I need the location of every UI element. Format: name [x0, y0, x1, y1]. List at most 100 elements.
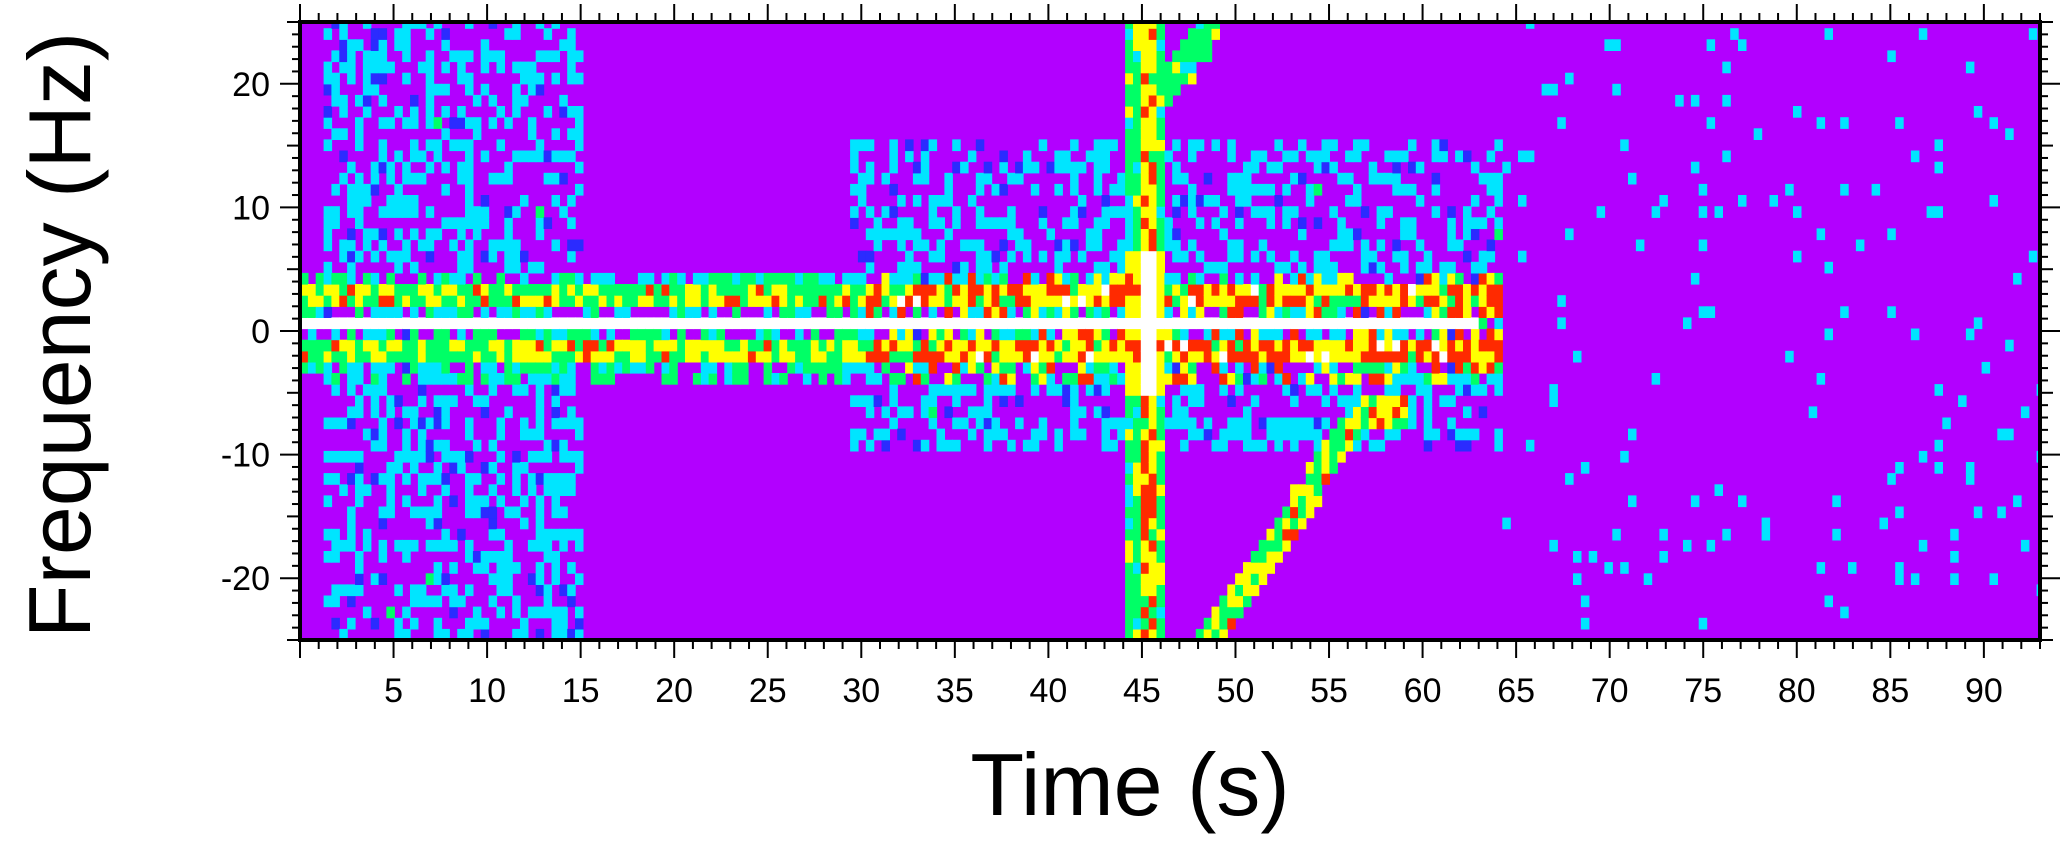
- spectrogram-cell: [496, 551, 505, 563]
- spectrogram-cell: [331, 417, 340, 430]
- spectrogram-cell: [433, 339, 443, 352]
- spectrogram-cell: [1447, 417, 1456, 430]
- spectrogram-cell: [1085, 306, 1095, 318]
- spectrogram-cell: [1195, 272, 1205, 285]
- spectrogram-cell: [520, 150, 529, 163]
- spectrogram-cell: [410, 317, 419, 330]
- spectrogram-cell: [1093, 172, 1103, 185]
- spectrogram-cell: [527, 428, 537, 441]
- spectrogram-cell: [928, 417, 938, 430]
- spectrogram-cell: [433, 617, 443, 630]
- spectrogram-cell: [826, 295, 835, 307]
- spectrogram-cell: [2005, 128, 2014, 140]
- spectrogram-cell: [496, 428, 505, 441]
- spectrogram-cell: [779, 339, 788, 352]
- spectrogram-cell: [1337, 339, 1346, 352]
- spectrogram-cell: [1085, 317, 1095, 330]
- spectrogram-cell: [1337, 373, 1346, 385]
- spectrogram-cell: [1282, 339, 1291, 352]
- spectrogram-cell: [1345, 272, 1354, 285]
- spectrogram-cell: [1463, 206, 1472, 218]
- spectrogram-cell: [795, 306, 804, 318]
- spectrogram-cell: [527, 539, 537, 552]
- spectrogram-cell: [1140, 462, 1150, 474]
- spectrogram-cell: [795, 328, 804, 341]
- spectrogram-cell: [323, 317, 333, 330]
- spectrogram-cell: [999, 261, 1008, 274]
- spectrogram-cell: [1077, 250, 1087, 263]
- spectrogram-cell: [1156, 306, 1165, 318]
- spectrogram-cell: [1030, 284, 1040, 296]
- spectrogram-cell: [740, 361, 749, 374]
- spectrogram-cell: [1313, 306, 1323, 318]
- spectrogram-cell: [1368, 261, 1378, 274]
- spectrogram-cell: [551, 128, 560, 140]
- spectrogram-cell: [551, 406, 560, 419]
- spectrogram-cell: [1117, 428, 1126, 441]
- spectrogram-cell: [1588, 551, 1598, 563]
- spectrogram-cell: [449, 272, 458, 285]
- spectrogram-cell: [1573, 573, 1582, 585]
- spectrogram-cell: [362, 94, 372, 107]
- spectrogram-cell: [402, 161, 411, 174]
- spectrogram-cell: [535, 450, 545, 463]
- spectrogram-cell: [315, 306, 325, 318]
- spectrogram-cell: [347, 284, 356, 296]
- spectrogram-cell: [960, 261, 969, 274]
- spectrogram-cell: [685, 339, 694, 352]
- spectrogram-cell: [1337, 172, 1346, 185]
- spectrogram-cell: [386, 395, 395, 407]
- spectrogram-cell: [614, 284, 623, 296]
- spectrogram-cell: [425, 72, 435, 85]
- spectrogram-cell: [1557, 295, 1566, 307]
- spectrogram-cell: [551, 317, 560, 330]
- spectrogram-cell: [551, 72, 560, 85]
- spectrogram-cell: [488, 462, 498, 474]
- spectrogram-cell: [1093, 161, 1103, 174]
- spectrogram-cell: [457, 317, 466, 330]
- spectrogram-cell: [425, 450, 435, 463]
- spectrogram-cell: [1070, 406, 1079, 419]
- spectrogram-cell: [1470, 384, 1480, 396]
- spectrogram-cell: [1415, 328, 1425, 341]
- spectrogram-cell: [653, 295, 663, 307]
- spectrogram-cell: [700, 361, 710, 374]
- spectrogram-cell: [1077, 406, 1087, 419]
- spectrogram-cell: [1298, 350, 1307, 363]
- spectrogram-cell: [1172, 395, 1181, 407]
- spectrogram-cell: [504, 261, 513, 274]
- spectrogram-cell: [1125, 350, 1134, 363]
- spectrogram-cell: [865, 395, 875, 407]
- spectrogram-cell: [1172, 350, 1181, 363]
- spectrogram-cell: [1345, 417, 1354, 430]
- spectrogram-cell: [1431, 317, 1441, 330]
- spectrogram-cell: [1195, 28, 1205, 40]
- spectrogram-cell: [1156, 94, 1165, 107]
- spectrogram-cell: [865, 373, 875, 385]
- spectrogram-cell: [347, 361, 356, 374]
- spectrogram-cell: [504, 562, 513, 574]
- spectrogram-cell: [520, 339, 529, 352]
- spectrogram-cell: [559, 172, 568, 185]
- spectrogram-cell: [527, 306, 537, 318]
- spectrogram-cell: [1203, 50, 1213, 63]
- spectrogram-cell: [1565, 72, 1574, 85]
- spectrogram-cell: [740, 272, 749, 285]
- spectrogram-cell: [944, 195, 953, 207]
- spectrogram-cell: [1345, 172, 1354, 185]
- spectrogram-cell: [928, 250, 938, 263]
- spectrogram-cell: [857, 195, 867, 207]
- spectrogram-cell: [386, 350, 395, 363]
- spectrogram-cell: [496, 473, 505, 485]
- spectrogram-cell: [1022, 328, 1032, 341]
- spectrogram-cell: [1313, 250, 1323, 263]
- spectrogram-cell: [575, 295, 584, 307]
- spectrogram-cell: [520, 428, 529, 441]
- spectrogram-cell: [355, 183, 364, 196]
- spectrogram-cell: [865, 284, 875, 296]
- spectrogram-cell: [1117, 183, 1126, 196]
- spectrogram-cell: [1172, 373, 1181, 385]
- spectrogram-cell: [865, 139, 875, 152]
- spectrogram-cell: [394, 261, 403, 274]
- spectrogram-cell: [1478, 295, 1488, 307]
